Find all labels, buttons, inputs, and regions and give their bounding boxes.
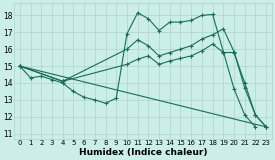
X-axis label: Humidex (Indice chaleur): Humidex (Indice chaleur): [79, 148, 207, 156]
